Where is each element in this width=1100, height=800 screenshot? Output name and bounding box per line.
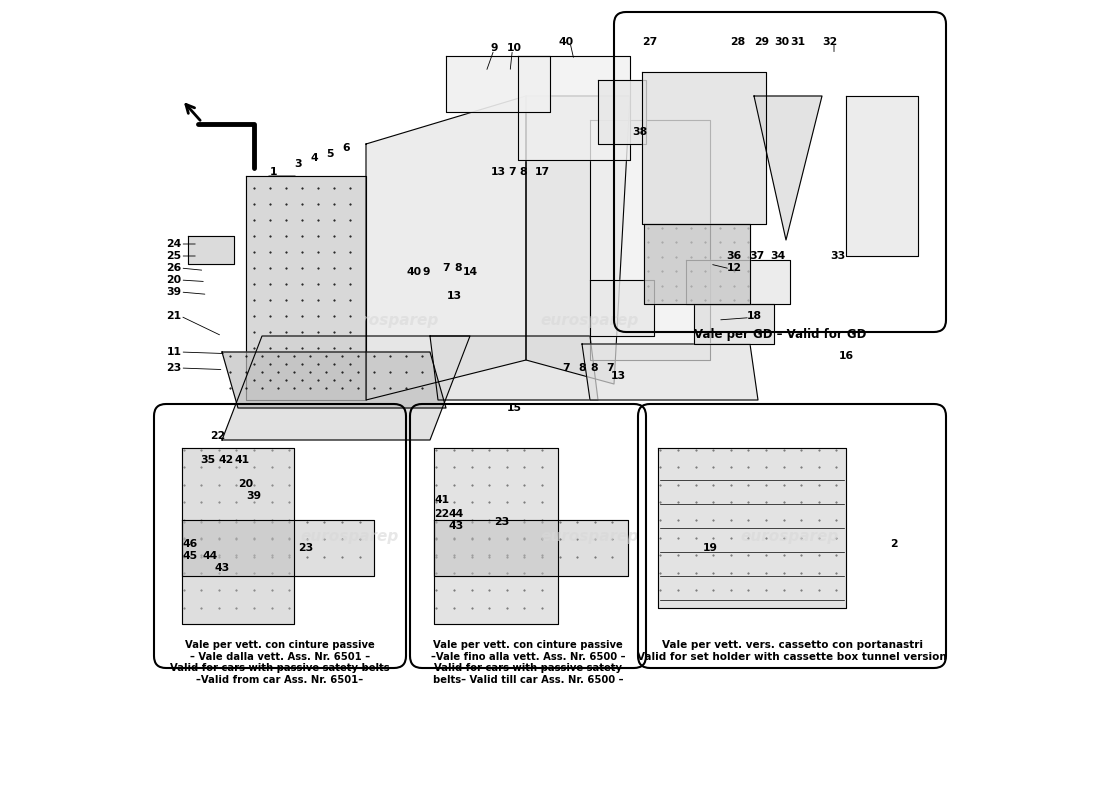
Text: 6: 6 — [342, 143, 350, 153]
Text: 40: 40 — [406, 267, 421, 277]
Polygon shape — [658, 448, 846, 608]
Text: Vale per vett. con cinture passive
– Vale dalla vett. Ass. Nr. 6501 –
Valid for : Vale per vett. con cinture passive – Val… — [170, 640, 389, 685]
Text: 11: 11 — [166, 347, 182, 357]
Text: eurosparep: eurosparep — [541, 313, 639, 327]
Polygon shape — [590, 280, 654, 336]
Text: 41: 41 — [434, 495, 450, 505]
Text: 2: 2 — [890, 539, 898, 549]
Text: 30: 30 — [774, 37, 790, 46]
Text: 43: 43 — [214, 563, 230, 573]
Text: 44: 44 — [449, 509, 464, 518]
Polygon shape — [645, 224, 750, 304]
Text: 5: 5 — [327, 149, 333, 158]
Polygon shape — [430, 336, 598, 400]
Polygon shape — [434, 448, 558, 624]
Text: 39: 39 — [166, 287, 182, 297]
Polygon shape — [222, 336, 470, 440]
Text: 44: 44 — [202, 551, 218, 561]
Text: 8: 8 — [454, 263, 462, 273]
Text: 23: 23 — [166, 363, 182, 373]
Text: 13: 13 — [491, 167, 506, 177]
Text: 23: 23 — [494, 517, 509, 526]
Text: 18: 18 — [747, 311, 761, 321]
Text: 29: 29 — [755, 37, 770, 46]
Text: 36: 36 — [726, 251, 741, 261]
Text: 37: 37 — [749, 251, 764, 261]
Polygon shape — [598, 80, 646, 144]
Polygon shape — [642, 72, 766, 224]
Polygon shape — [846, 96, 918, 256]
Polygon shape — [246, 176, 366, 400]
Text: 7: 7 — [442, 263, 450, 273]
Text: 25: 25 — [166, 251, 182, 261]
Polygon shape — [182, 448, 294, 624]
Text: 9: 9 — [422, 267, 430, 277]
Text: 7: 7 — [508, 167, 516, 177]
Text: 17: 17 — [535, 167, 550, 177]
Text: 40: 40 — [559, 37, 573, 46]
Text: 1: 1 — [271, 167, 277, 177]
Text: Vale per vett. vers. cassetto con portanastri
Valid for set holder with cassette: Vale per vett. vers. cassetto con portan… — [637, 640, 947, 662]
Polygon shape — [446, 56, 550, 112]
Polygon shape — [686, 260, 790, 304]
Text: eurosparep: eurosparep — [341, 313, 439, 327]
Polygon shape — [222, 352, 446, 408]
Polygon shape — [366, 96, 526, 400]
Text: 4: 4 — [310, 154, 318, 163]
Text: 3: 3 — [294, 159, 301, 169]
Polygon shape — [188, 236, 234, 264]
Text: 13: 13 — [447, 291, 462, 301]
Polygon shape — [754, 96, 822, 240]
Text: 22: 22 — [210, 431, 225, 441]
Text: 26: 26 — [166, 263, 182, 273]
Text: 16: 16 — [838, 351, 854, 361]
Polygon shape — [518, 56, 630, 160]
Polygon shape — [582, 344, 758, 400]
Text: 13: 13 — [610, 371, 626, 381]
Polygon shape — [182, 520, 374, 576]
Text: Vale per vett. con cinture passive
–Vale fino alla vett. Ass. Nr. 6500 –
Valid f: Vale per vett. con cinture passive –Vale… — [431, 640, 625, 685]
Text: 27: 27 — [642, 37, 658, 46]
Text: 46: 46 — [183, 539, 198, 549]
Text: 8: 8 — [579, 363, 585, 373]
Text: 41: 41 — [234, 455, 250, 465]
Polygon shape — [434, 520, 628, 576]
Text: 21: 21 — [166, 311, 182, 321]
Text: 32: 32 — [823, 37, 837, 46]
Text: 33: 33 — [830, 251, 846, 261]
Text: 42: 42 — [219, 455, 233, 465]
Polygon shape — [590, 120, 710, 360]
Text: Vale per GD – Valid for GD: Vale per GD – Valid for GD — [694, 328, 866, 341]
Text: 14: 14 — [462, 267, 477, 277]
Text: 7: 7 — [606, 363, 614, 373]
Text: 45: 45 — [183, 551, 198, 561]
Text: 12: 12 — [726, 263, 741, 273]
Polygon shape — [694, 304, 774, 344]
Text: eurosparep: eurosparep — [741, 529, 839, 543]
Text: eurosparep: eurosparep — [301, 529, 399, 543]
Polygon shape — [526, 96, 630, 384]
Text: 20: 20 — [166, 275, 182, 285]
Text: 28: 28 — [730, 37, 746, 46]
Text: 9: 9 — [491, 43, 497, 53]
Text: 7: 7 — [562, 363, 570, 373]
Text: 43: 43 — [449, 522, 464, 531]
Text: 8: 8 — [591, 363, 597, 373]
Text: 8: 8 — [520, 167, 527, 177]
Text: 19: 19 — [703, 543, 717, 553]
Text: 31: 31 — [791, 37, 805, 46]
Text: 20: 20 — [239, 479, 254, 489]
Text: 24: 24 — [166, 239, 182, 249]
Text: eurosparep: eurosparep — [541, 529, 639, 543]
Text: 10: 10 — [506, 43, 521, 53]
Text: 39: 39 — [246, 491, 262, 501]
Text: 22: 22 — [434, 509, 450, 518]
Text: 15: 15 — [506, 403, 521, 413]
Text: 23: 23 — [298, 543, 314, 553]
Text: 34: 34 — [770, 251, 785, 261]
Text: 35: 35 — [200, 455, 216, 465]
Text: 38: 38 — [632, 127, 647, 137]
